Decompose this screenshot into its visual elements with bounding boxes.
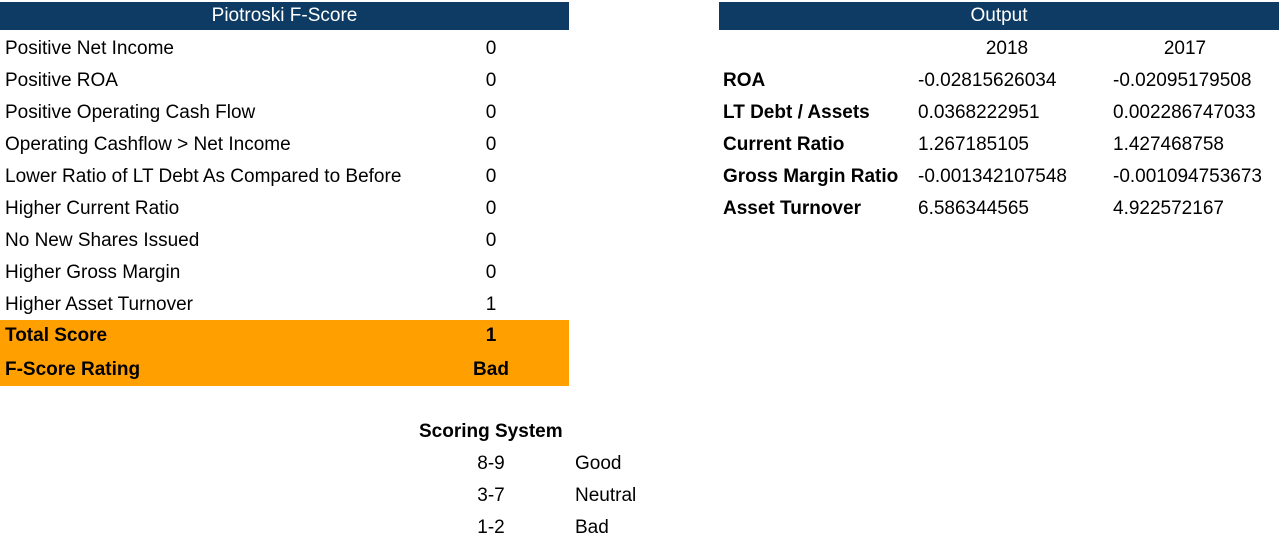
fscore-row-label[interactable]: Higher Asset Turnover — [5, 294, 193, 315]
fscore-row-label[interactable]: No New Shares Issued — [5, 230, 200, 251]
fscore-row-label[interactable]: Positive Net Income — [5, 38, 174, 59]
fscore-row-label[interactable]: Higher Current Ratio — [5, 198, 180, 219]
fscore-row-value[interactable]: 0 — [485, 262, 497, 283]
output-row-label[interactable]: Asset Turnover — [723, 198, 861, 219]
fscore-row-value[interactable]: 0 — [485, 134, 497, 155]
output-row-label[interactable]: ROA — [723, 70, 766, 91]
fscore-row-label[interactable]: Operating Cashflow > Net Income — [5, 134, 291, 155]
fscore-rating-label[interactable]: F-Score Rating — [0, 353, 408, 386]
output-row-label[interactable]: Current Ratio — [723, 134, 845, 155]
fscore-table-header[interactable]: Piotroski F-Score — [0, 2, 569, 30]
fscore-row-value[interactable]: 0 — [485, 198, 497, 219]
output-value-2017[interactable]: -0.02095179508 — [1113, 70, 1252, 91]
fscore-rating-value[interactable]: Bad — [413, 353, 569, 386]
total-score-value[interactable]: 1 — [413, 320, 569, 352]
total-score-label[interactable]: Total Score — [0, 320, 408, 352]
output-table-title: Output — [970, 5, 1028, 26]
output-column-2017[interactable]: 2017 — [1163, 38, 1207, 59]
output-value-2017[interactable]: 0.002286747033 — [1113, 102, 1256, 123]
output-row-label[interactable]: Gross Margin Ratio — [723, 166, 899, 187]
output-value-2017[interactable]: -0.001094753673 — [1113, 166, 1262, 187]
output-table-header[interactable]: Output — [719, 2, 1279, 30]
fscore-row-label[interactable]: Positive ROA — [5, 70, 118, 91]
output-value-2017[interactable]: 4.922572167 — [1113, 198, 1224, 219]
fscore-row-label[interactable]: Lower Ratio of LT Debt As Compared to Be… — [5, 166, 402, 187]
output-value-2018[interactable]: -0.001342107548 — [918, 166, 1067, 187]
fscore-row-value[interactable]: 0 — [485, 70, 497, 91]
fscore-table-title: Piotroski F-Score — [211, 5, 358, 26]
scoring-rating[interactable]: Neutral — [575, 485, 637, 506]
fscore-row-label[interactable]: Positive Operating Cash Flow — [5, 102, 256, 123]
output-column-2018[interactable]: 2018 — [985, 38, 1029, 59]
scoring-rating[interactable]: Good — [575, 453, 622, 474]
output-value-2018[interactable]: -0.02815626034 — [918, 70, 1057, 91]
fscore-row-value[interactable]: 0 — [485, 166, 497, 187]
fscore-row-value[interactable]: 0 — [485, 38, 497, 59]
scoring-rating[interactable]: Bad — [575, 517, 609, 538]
output-row-label[interactable]: LT Debt / Assets — [723, 102, 870, 123]
scoring-range[interactable]: 1-2 — [477, 517, 505, 538]
fscore-row-value[interactable]: 0 — [485, 102, 497, 123]
scoring-range[interactable]: 8-9 — [477, 453, 505, 474]
fscore-row-value[interactable]: 1 — [485, 294, 497, 315]
scoring-range[interactable]: 3-7 — [477, 485, 505, 506]
scoring-system-title: Scoring System — [419, 421, 563, 442]
output-value-2017[interactable]: 1.427468758 — [1113, 134, 1224, 155]
fscore-row-value[interactable]: 0 — [485, 230, 497, 251]
fscore-row-label[interactable]: Higher Gross Margin — [5, 262, 181, 283]
output-value-2018[interactable]: 1.267185105 — [918, 134, 1029, 155]
output-value-2018[interactable]: 0.0368222951 — [918, 102, 1040, 123]
output-value-2018[interactable]: 6.586344565 — [918, 198, 1029, 219]
